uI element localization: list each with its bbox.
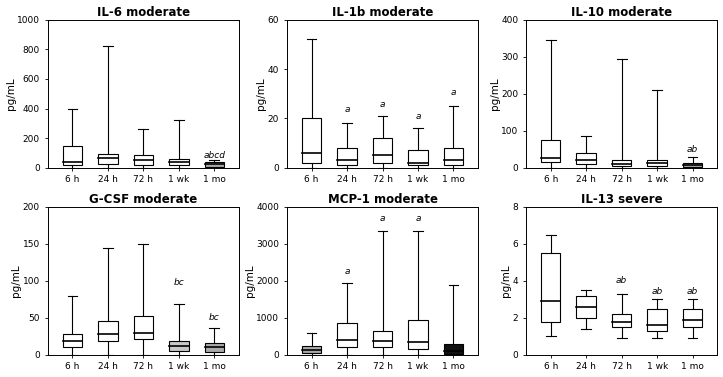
Text: ab: ab <box>687 145 698 154</box>
Bar <box>683 308 702 327</box>
Y-axis label: pg/mL: pg/mL <box>501 265 511 297</box>
Bar <box>541 253 560 322</box>
Bar <box>205 162 224 167</box>
Bar <box>444 345 463 354</box>
Text: ab: ab <box>651 287 663 296</box>
Text: a: a <box>415 214 421 223</box>
Text: a: a <box>415 112 421 121</box>
Bar <box>541 140 560 162</box>
Bar <box>373 331 393 348</box>
Title: IL-10 moderate: IL-10 moderate <box>571 6 672 18</box>
Title: IL-13 severe: IL-13 severe <box>581 193 662 206</box>
Bar <box>169 158 189 166</box>
Text: bc: bc <box>174 278 184 287</box>
Bar <box>408 150 428 165</box>
Y-axis label: pg/mL: pg/mL <box>6 77 16 110</box>
Text: abcd: abcd <box>203 150 226 159</box>
Y-axis label: pg/mL: pg/mL <box>12 265 21 297</box>
Text: ab: ab <box>616 276 628 285</box>
Bar <box>301 118 321 163</box>
Text: bc: bc <box>209 313 220 322</box>
Bar <box>338 323 356 348</box>
Bar <box>134 155 153 165</box>
Title: G-CSF moderate: G-CSF moderate <box>89 193 197 206</box>
Text: a: a <box>380 100 385 109</box>
Title: IL-1b moderate: IL-1b moderate <box>332 6 433 18</box>
Y-axis label: pg/mL: pg/mL <box>256 77 266 110</box>
Y-axis label: pg/mL: pg/mL <box>489 77 500 110</box>
Bar <box>612 160 631 166</box>
Text: a: a <box>344 267 350 276</box>
Title: MCP-1 moderate: MCP-1 moderate <box>328 193 437 206</box>
Bar <box>647 308 667 331</box>
Y-axis label: pg/mL: pg/mL <box>244 265 254 297</box>
Bar <box>576 296 596 318</box>
Bar <box>134 316 153 339</box>
Bar <box>338 148 356 165</box>
Text: ab: ab <box>687 287 698 296</box>
Bar <box>205 343 224 352</box>
Bar <box>63 146 82 165</box>
Bar <box>63 334 82 348</box>
Bar <box>301 346 321 353</box>
Text: a: a <box>380 214 385 223</box>
Text: a: a <box>344 105 350 114</box>
Bar <box>408 320 428 349</box>
Title: IL-6 moderate: IL-6 moderate <box>97 6 190 18</box>
Bar <box>373 138 393 163</box>
Bar <box>612 314 631 327</box>
Bar <box>169 342 189 351</box>
Bar <box>683 162 702 167</box>
Text: a: a <box>450 88 456 97</box>
Bar <box>98 321 118 342</box>
Bar <box>647 160 667 166</box>
Bar <box>576 153 596 164</box>
Bar <box>98 154 118 164</box>
Bar <box>444 148 463 165</box>
